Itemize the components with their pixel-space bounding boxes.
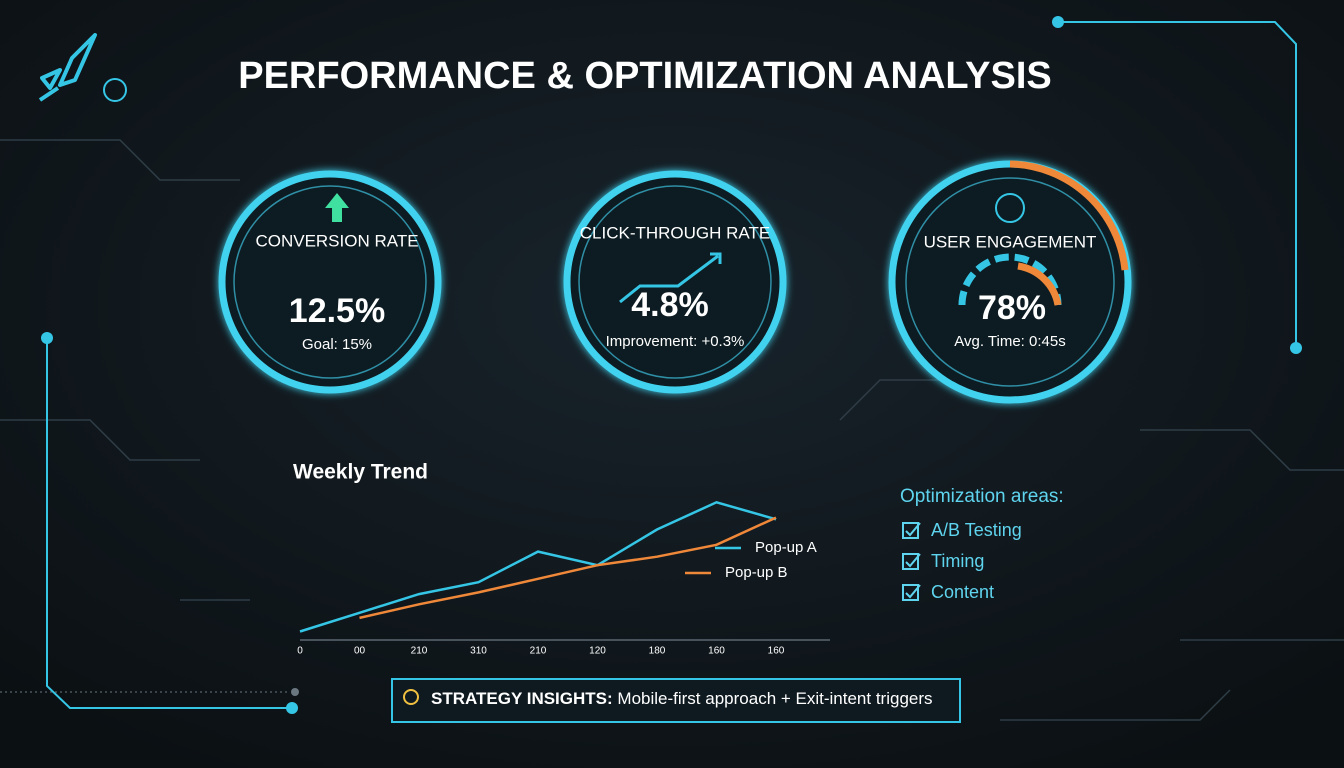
kpi-label: USER ENGAGEMENT [924, 232, 1097, 251]
x-tick-label: 160 [768, 646, 785, 657]
insight-label: STRATEGY INSIGHTS: [431, 689, 613, 708]
kpi-note: Improvement: +0.3% [606, 333, 745, 350]
kpi-value: 12.5% [289, 292, 385, 330]
x-tick-label: 120 [589, 646, 606, 657]
check-mark [905, 584, 921, 599]
opt-item: Content [931, 582, 994, 602]
check-box [902, 584, 919, 601]
title: PERFORMANCE & OPTIMIZATION ANALYSIS [238, 55, 1052, 97]
insight-box [391, 678, 961, 723]
kpi-value: 78% [978, 289, 1046, 327]
opt-item: Timing [931, 551, 984, 571]
x-tick-label: 210 [411, 646, 428, 657]
opt-title: Optimization areas: [900, 486, 1064, 507]
opt-item: A/B Testing [931, 520, 1022, 540]
check-mark [905, 522, 921, 537]
kpi-value: 4.8% [631, 286, 709, 324]
legend-label: Pop-up B [725, 564, 788, 581]
insight: STRATEGY INSIGHTS: Mobile-first approach… [431, 689, 933, 708]
series-line [359, 516, 777, 620]
x-tick-label: 210 [530, 646, 547, 657]
circuit-decoration [0, 16, 1344, 721]
kpi-rings [218, 160, 1132, 404]
x-tick-label: 180 [649, 646, 666, 657]
kpi-label: CONVERSION RATE [255, 231, 418, 250]
kpi-label: CLICK-THROUGH RATE [580, 223, 770, 242]
x-tick-label: 160 [708, 646, 725, 657]
x-tick-label: 00 [354, 646, 366, 657]
legend-label: Pop-up A [755, 539, 817, 556]
kpi-note: Avg. Time: 0:45s [954, 333, 1065, 350]
series-line [299, 500, 777, 633]
kpi-note: Goal: 15% [302, 336, 372, 353]
bulb-icon [403, 689, 419, 705]
check-mark [905, 553, 921, 568]
insight-text: Mobile-first approach + Exit-intent trig… [617, 689, 932, 708]
check-box [902, 522, 919, 539]
check-box [902, 553, 919, 570]
x-tick-label: 310 [470, 646, 487, 657]
chart-title: Weekly Trend [293, 461, 428, 484]
opt-list: A/B Testing Timing Content [902, 520, 1022, 602]
x-tick-label: 0 [297, 646, 303, 657]
